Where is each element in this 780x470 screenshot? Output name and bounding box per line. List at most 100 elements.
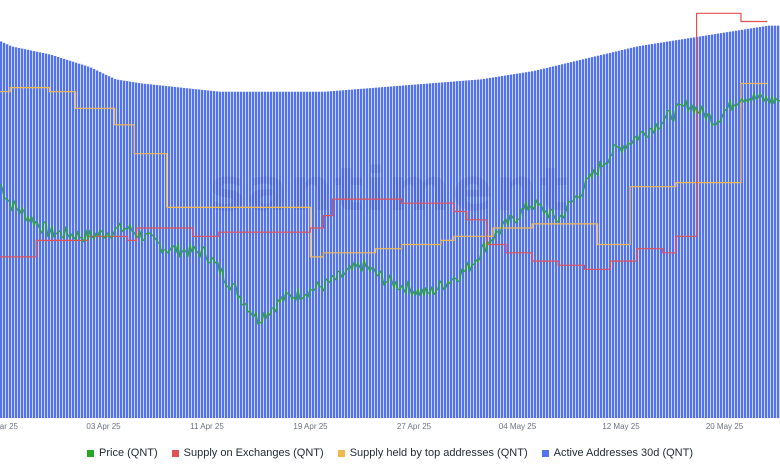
active-addresses-bar [150, 84, 153, 418]
active-addresses-bar [0, 41, 3, 418]
active-addresses-bar [423, 83, 426, 419]
active-addresses-bar [597, 55, 600, 418]
active-addresses-bar [219, 91, 222, 418]
x-tick-label: 03 Apr 25 [86, 422, 121, 431]
price-line [0, 92, 780, 325]
active-addresses-bar [27, 49, 30, 419]
active-addresses-bar [681, 39, 684, 418]
active-addresses-bar [360, 88, 363, 418]
active-addresses-bar [234, 91, 237, 418]
active-addresses-bar [504, 75, 507, 418]
active-addresses-bar [345, 90, 348, 419]
active-addresses-bar [87, 66, 90, 419]
active-addresses-bar [765, 25, 768, 418]
active-addresses-bar [357, 89, 360, 419]
legend-label-exchanges: Supply on Exchanges (QNT) [183, 447, 324, 459]
top-holders-line [0, 82, 768, 258]
active-addresses-bar [153, 84, 156, 418]
active-addresses-bar [99, 71, 102, 419]
active-addresses-bar [237, 91, 240, 418]
active-addresses-bar [24, 49, 27, 418]
chart-area: santiment 27 Mar 25 03 Apr 25 11 Apr 25 19 … [0, 12, 780, 431]
active-addresses-bar [555, 65, 558, 418]
active-addresses-bar [666, 41, 669, 418]
active-addresses-bar [603, 54, 606, 418]
active-addresses-bar [222, 91, 225, 418]
active-addresses-bar [303, 91, 306, 418]
active-addresses-bar [522, 72, 525, 418]
active-addresses-bar [246, 91, 249, 418]
active-addresses-bar [672, 40, 675, 418]
active-addresses-bar [615, 51, 618, 419]
active-addresses-bar [267, 91, 270, 418]
active-addresses-bar [165, 86, 168, 418]
active-addresses-bar [384, 86, 387, 419]
active-addresses-bar [498, 76, 501, 418]
active-addresses-bar [51, 55, 54, 418]
series-lines [0, 12, 780, 325]
active-addresses-bar [3, 42, 6, 418]
active-addresses-bar [177, 87, 180, 418]
active-addresses-bar [693, 37, 696, 419]
active-addresses-bar [225, 91, 228, 418]
active-addresses-bar [714, 34, 717, 418]
active-addresses-bar [669, 41, 672, 419]
legend-exchanges[interactable]: Supply on Exchanges (QNT) [171, 447, 324, 459]
active-addresses-bar [435, 82, 438, 419]
active-addresses-bar [633, 47, 636, 419]
active-addresses-bar [333, 90, 336, 418]
active-addresses-bar [720, 33, 723, 418]
active-addresses-bar [45, 53, 48, 419]
legend-swatch-active-addresses [541, 449, 549, 457]
active-addresses-bar [393, 86, 396, 419]
active-addresses-bar [441, 82, 444, 418]
active-addresses-bar [630, 47, 633, 419]
active-addresses-bar [717, 33, 720, 419]
active-addresses-bar [411, 84, 414, 418]
active-addresses-bar [288, 91, 291, 418]
active-addresses-bar [711, 34, 714, 418]
exchanges-line [0, 12, 768, 270]
active-addresses-bar [408, 85, 411, 418]
active-addresses-bar [129, 81, 132, 418]
active-addresses-bar [501, 76, 504, 418]
active-addresses-bar [306, 91, 309, 418]
active-addresses-bar [759, 26, 762, 418]
legend-active-addresses[interactable]: Active Addresses 30d (QNT) [541, 447, 693, 459]
active-addresses-bar [690, 37, 693, 418]
active-addresses-bar [636, 46, 639, 418]
active-addresses-bar [534, 70, 537, 418]
active-addresses-bar [438, 82, 441, 418]
active-addresses-bar [564, 63, 567, 418]
active-addresses-bar [594, 56, 597, 419]
active-addresses-bar [402, 85, 405, 418]
active-addresses-bar [591, 57, 594, 419]
active-addresses-bar [354, 89, 357, 419]
active-addresses-bar [15, 47, 18, 419]
active-addresses-bar [621, 50, 624, 419]
active-addresses-bar [609, 52, 612, 418]
active-addresses-bar [723, 32, 726, 419]
active-addresses-bar [147, 84, 150, 419]
legend-label-top-holders: Supply held by top addresses (QNT) [349, 447, 528, 459]
active-addresses-bar [189, 88, 192, 418]
active-addresses-bar [465, 80, 468, 418]
active-addresses-bar [654, 43, 657, 419]
active-addresses-bar [684, 38, 687, 419]
active-addresses-bar [90, 67, 93, 418]
active-addresses-bar [771, 25, 774, 419]
active-addresses-bar [450, 81, 453, 418]
active-addresses-bar [453, 81, 456, 419]
active-addresses-bar [201, 89, 204, 418]
active-addresses-bar [276, 91, 279, 418]
active-addresses-bar [141, 83, 144, 418]
active-addresses-bar [768, 25, 771, 419]
active-addresses-bar [705, 35, 708, 418]
active-addresses-bar [699, 36, 702, 419]
active-addresses-bar [324, 91, 327, 418]
active-addresses-bar [396, 85, 399, 419]
legend-top-holders[interactable]: Supply held by top addresses (QNT) [337, 447, 528, 459]
active-addresses-bar [540, 69, 543, 418]
active-addresses-bar [114, 79, 117, 418]
legend-price[interactable]: Price (QNT) [87, 447, 158, 459]
